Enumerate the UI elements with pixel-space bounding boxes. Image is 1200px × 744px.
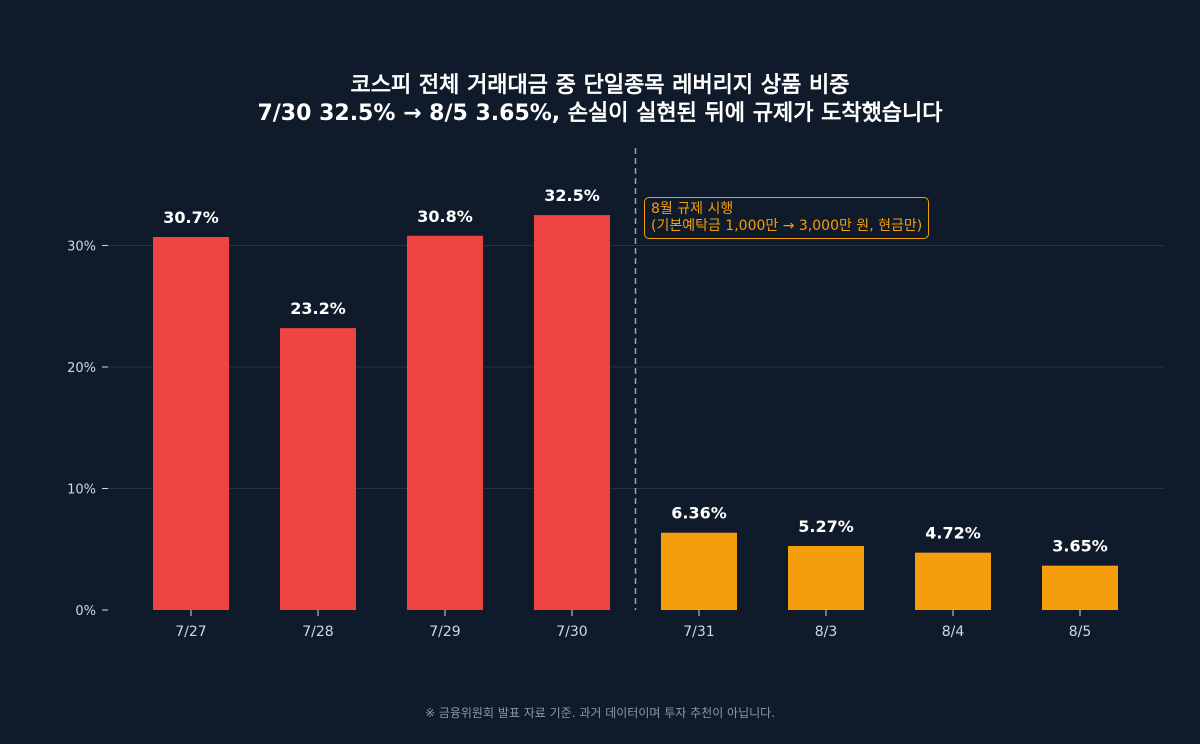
bar-value-label: 3.65% (1052, 537, 1108, 556)
y-tick-label: 0% (75, 604, 96, 619)
bar-value-label: 30.7% (163, 208, 219, 227)
y-tick-label: 20% (67, 361, 96, 376)
bar (534, 215, 610, 610)
bar (1042, 565, 1118, 610)
bar-value-label: 23.2% (290, 299, 346, 318)
bar-value-label: 5.27% (798, 517, 854, 536)
annotation-line-2: (기본예탁금 1,000만 → 3,000만 원, 현금만) (651, 218, 923, 234)
bar (788, 545, 864, 610)
bar (661, 532, 737, 610)
y-tick-label: 10% (67, 483, 96, 498)
x-tick-label: 8/5 (1069, 624, 1092, 640)
x-tick-label: 7/28 (302, 624, 333, 640)
bar (915, 552, 991, 610)
annotation-line-1: 8월 규제 시행 (651, 201, 734, 217)
bar-value-label: 6.36% (671, 504, 727, 523)
x-tick-label: 7/27 (175, 624, 206, 640)
x-tick-label: 7/30 (556, 624, 587, 640)
bar (407, 235, 483, 610)
footnote: ※ 금융위원회 발표 자료 기준. 과거 데이터이며 투자 추천이 아닙니다. (424, 706, 776, 720)
bar-value-label: 32.5% (544, 186, 600, 205)
chart-title-line-1: 코스피 전체 거래대금 중 단일종목 레버리지 상품 비중 (350, 73, 850, 98)
bar (280, 328, 356, 610)
bar-value-label: 30.8% (417, 207, 473, 226)
x-tick-label: 7/31 (683, 624, 714, 640)
x-tick-label: 7/29 (429, 624, 460, 640)
x-tick-label: 8/4 (942, 624, 965, 640)
chart-title-line-2: 7/30 32.5% → 8/5 3.65%, 손실이 실현된 뒤에 규제가 도… (257, 101, 943, 126)
bar (153, 236, 229, 610)
x-tick-label: 8/3 (815, 624, 838, 640)
regulation-annotation: 8월 규제 시행 (기본예탁금 1,000만 → 3,000만 원, 현금만) (644, 197, 930, 239)
bar-value-label: 4.72% (925, 524, 981, 543)
y-tick-label: 30% (67, 240, 96, 255)
